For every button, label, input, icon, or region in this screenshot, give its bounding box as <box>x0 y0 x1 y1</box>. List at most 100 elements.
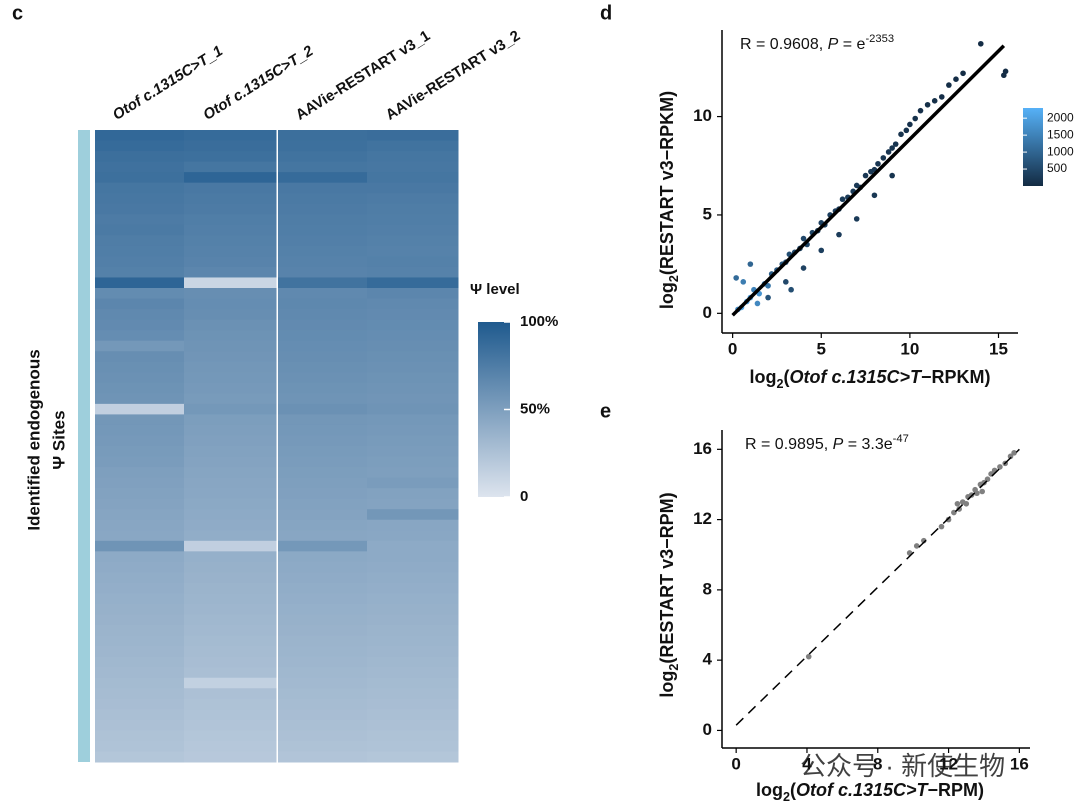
heat-cell <box>95 382 185 394</box>
heat-cell <box>367 288 459 300</box>
point <box>754 300 761 307</box>
heat-cell <box>95 572 185 584</box>
text-part: log <box>657 671 677 698</box>
point <box>800 235 807 242</box>
heat-cell <box>184 193 277 205</box>
heat-cell <box>184 530 277 542</box>
heat-cell <box>278 256 368 268</box>
heat-cell <box>278 130 368 142</box>
heat-cell <box>95 403 185 415</box>
point <box>747 261 754 267</box>
heat-cell <box>95 635 185 647</box>
heat-cell <box>278 540 368 552</box>
heat-cell <box>184 477 277 489</box>
point <box>912 115 918 122</box>
text-part: = 3.3e <box>843 436 892 453</box>
point <box>818 247 825 254</box>
heat-cell <box>367 161 459 173</box>
heat-cell <box>367 361 459 373</box>
heat-cell <box>367 677 459 689</box>
heat-cell <box>367 719 459 731</box>
heat-cell <box>95 751 185 763</box>
heat-cell <box>95 593 185 605</box>
point <box>898 131 904 138</box>
point <box>960 70 966 77</box>
heat-cell <box>184 235 277 247</box>
heat-cell <box>367 730 459 742</box>
point <box>977 40 984 47</box>
heat-cell <box>367 688 459 700</box>
point <box>880 155 887 161</box>
heat-cell <box>184 214 277 226</box>
heat-cell <box>95 330 185 342</box>
point <box>1007 453 1014 460</box>
heat-cell <box>95 677 185 689</box>
heat-cell <box>95 224 185 236</box>
point <box>733 275 739 281</box>
heat-cell <box>95 614 185 626</box>
y-axis-label: Identified endogenous <box>24 349 43 530</box>
text-part: 2 <box>667 275 681 282</box>
point <box>805 653 812 660</box>
point <box>885 149 892 155</box>
text-part: 2 <box>667 664 681 671</box>
heat-cell <box>278 530 368 542</box>
heat-cell <box>184 488 277 500</box>
heat-cell <box>278 740 368 752</box>
text-part: P <box>833 436 844 453</box>
heat-cell <box>95 582 185 594</box>
heat-cell <box>278 330 368 342</box>
point <box>765 282 771 289</box>
fit-line <box>731 44 1006 317</box>
heat-cell <box>367 572 459 584</box>
heat-cell <box>367 477 459 489</box>
fit-line <box>735 448 1020 726</box>
heat-cell <box>278 435 368 447</box>
heat-cell <box>278 561 368 573</box>
text-part: log <box>657 282 677 309</box>
heat-cell <box>95 688 185 700</box>
heat-cell <box>184 604 277 616</box>
heat-cell <box>367 635 459 647</box>
heat-cell <box>95 467 185 479</box>
heat-cell <box>367 224 459 236</box>
heat-cell <box>184 309 277 321</box>
heat-cell <box>278 730 368 742</box>
point <box>938 523 945 530</box>
heat-cell <box>95 172 185 184</box>
y-axis-label: Ψ Sites <box>49 410 68 469</box>
heat-cell <box>367 698 459 710</box>
heat-cell <box>95 298 185 310</box>
heat-cell <box>184 277 277 289</box>
heat-cell <box>95 656 185 668</box>
x-axis-label: log2(Otof c.1315C>T−RPKM) <box>749 367 990 392</box>
heat-cell <box>184 561 277 573</box>
heat-cell <box>367 751 459 763</box>
point <box>981 479 987 486</box>
y-tick-label: 5 <box>703 204 712 223</box>
heat-cell <box>184 224 277 236</box>
heat-cell <box>278 488 368 500</box>
heat-cell <box>278 351 368 363</box>
heat-cell <box>367 625 459 637</box>
heat-cell <box>278 551 368 563</box>
colorbar-title: Ψ level <box>470 281 520 298</box>
heat-cell <box>367 446 459 458</box>
heat-cell <box>278 635 368 647</box>
point <box>788 286 794 293</box>
heat-cell <box>278 572 368 584</box>
site-strip <box>78 130 90 762</box>
heat-cell <box>184 298 277 310</box>
heat-cell <box>184 582 277 594</box>
heat-cell <box>278 288 368 300</box>
x-tick-label: 8 <box>873 754 882 773</box>
point <box>892 141 899 147</box>
point <box>953 76 959 82</box>
heat-cell <box>278 340 368 352</box>
colorbar <box>1023 108 1043 186</box>
text-part: 2 <box>776 377 783 391</box>
heat-cell <box>184 635 277 647</box>
heat-cell <box>184 414 277 426</box>
heat-cell <box>184 456 277 468</box>
heat-cell <box>184 698 277 710</box>
